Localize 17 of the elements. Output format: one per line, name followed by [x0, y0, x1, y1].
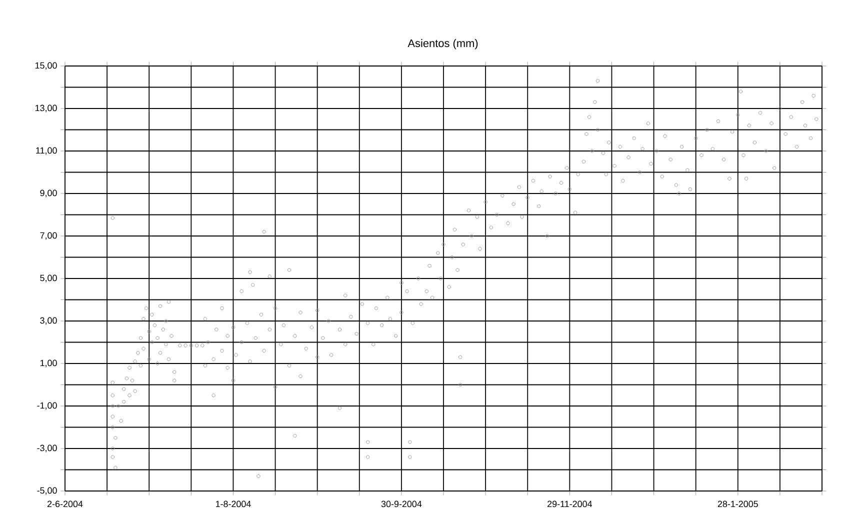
x-tick-label: 2-6-2004 [48, 500, 83, 508]
y-tick-label: 3,00 [40, 317, 57, 325]
y-tick-label: -1,00 [37, 402, 57, 410]
y-tick-label: 9,00 [40, 190, 57, 198]
x-tick-label: 1-8-2004 [216, 500, 251, 508]
y-tick-label: 1,00 [40, 360, 57, 368]
x-tick-label: 28-1-2005 [718, 500, 758, 508]
y-tick-label: -5,00 [37, 487, 57, 495]
x-tick-label: 30-9-2004 [381, 500, 422, 508]
x-tick-label: 29-11-2004 [548, 500, 592, 508]
y-tick-label: -3,00 [37, 444, 57, 452]
y-tick-label: 11,00 [36, 147, 57, 155]
y-tick-label: 13,00 [35, 104, 57, 112]
y-tick-label: 7,00 [40, 232, 57, 240]
y-tick-label: 15,00 [35, 62, 57, 70]
chart-title: Asientos (mm) [408, 39, 478, 50]
y-tick-label: 5,00 [40, 274, 57, 282]
